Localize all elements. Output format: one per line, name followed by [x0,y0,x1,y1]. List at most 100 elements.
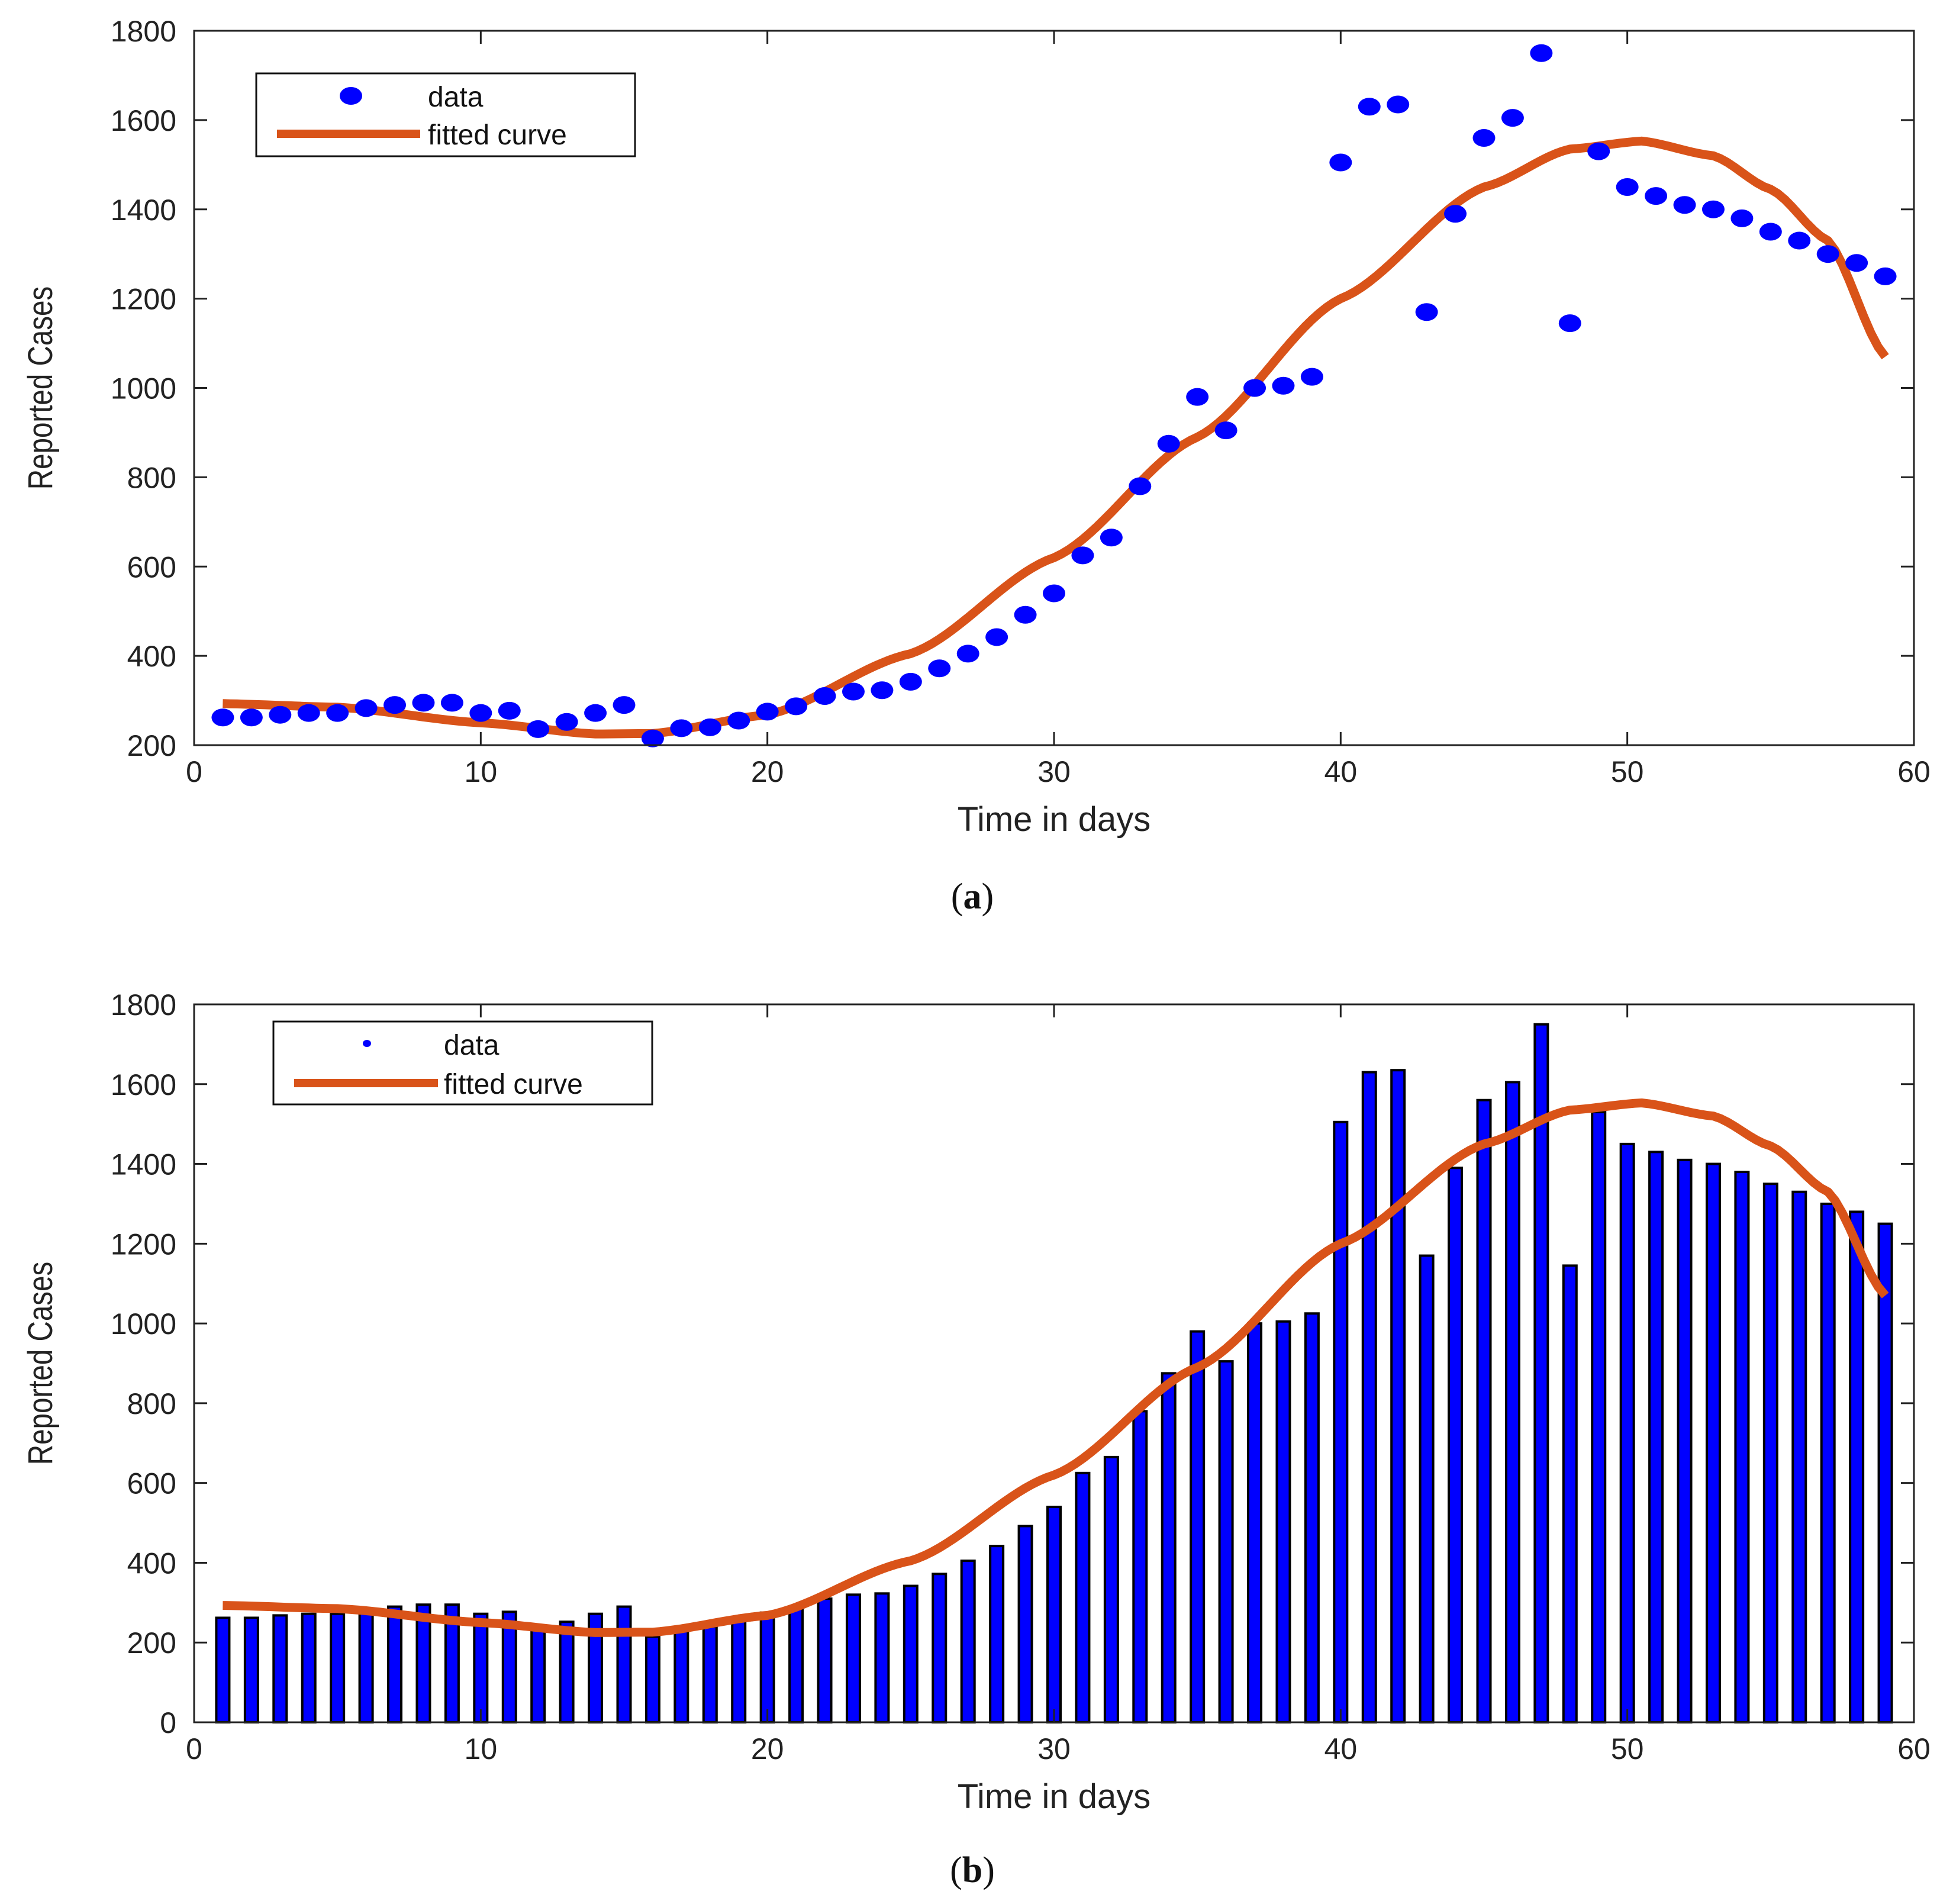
data-bar [1762,1183,1778,1723]
data-point [1788,231,1811,250]
data-point [613,696,636,714]
data-point [641,729,664,748]
x-tick-label: 10 [465,755,498,788]
data-bar [1849,1210,1865,1723]
data-point [1616,178,1639,196]
data-point [1014,605,1037,624]
data-point [1043,584,1065,603]
data-bar [1448,1167,1464,1723]
data-point [956,645,979,663]
data-point [985,628,1008,646]
x-tick-label: 0 [186,1732,202,1766]
data-point [1329,153,1352,172]
data-point [1530,44,1553,62]
panel-b-legend-data-label: data [444,1030,499,1061]
data-bar [1820,1202,1836,1723]
data-point [1816,245,1839,263]
panel-b-caption: (b) [950,1850,995,1890]
data-bar [1619,1142,1635,1723]
data-bar [215,1616,231,1724]
data-bar [616,1605,632,1724]
data-bar [358,1608,374,1724]
data-point [584,704,607,722]
data-point [1673,196,1696,214]
panel-a-legend-box [255,72,636,157]
panel-b-chart: 0 10 20 30 40 50 60020040060080010001200140016… [22,988,1931,1890]
data-bar [387,1605,403,1724]
panel-b-legend: data fitted curve [272,1020,653,1106]
x-tick-label: 50 [1611,1732,1644,1766]
data-point [899,672,922,691]
panel-a-x-axis-label: Time in days [958,800,1151,839]
data-bar [1390,1069,1406,1723]
data-bar [644,1635,660,1723]
data-point [440,694,463,712]
data-bar [1533,1023,1549,1723]
data-bar [1504,1081,1520,1723]
data-bar [788,1606,804,1724]
y-tick-label: 1000 [111,372,176,405]
y-tick-label: 200 [127,1626,176,1660]
panel-a-caption: (a) [951,877,994,917]
data-point [1730,209,1754,227]
data-point [1501,109,1524,127]
data-point [555,713,578,731]
data-point [1472,129,1496,147]
data-point [1701,200,1725,218]
panel-b-legend-data-marker [363,1040,371,1047]
data-bar [1591,1110,1607,1723]
data-bar [817,1597,833,1724]
panel-a-legend-fit-label: fitted curve [428,120,567,151]
data-bar [702,1625,718,1723]
data-bar [473,1612,489,1723]
data-point [1243,379,1266,397]
y-tick-label: 1600 [111,1068,176,1101]
x-tick-label: 40 [1324,755,1358,788]
data-point [240,708,263,727]
data-bar [1132,1410,1148,1724]
data-bar [1017,1525,1033,1724]
data-bar [1877,1222,1893,1723]
y-tick-label: 1000 [111,1307,176,1341]
data-point [297,704,320,722]
y-tick-label: 1600 [111,104,176,137]
data-bar [1161,1372,1177,1723]
data-point [269,705,292,724]
y-tick-label: 0 [160,1706,176,1739]
data-bar [1734,1171,1750,1723]
data-point [1100,529,1123,547]
x-tick-label: 60 [1897,1732,1931,1766]
data-point [1759,223,1782,241]
data-bar [1275,1320,1291,1724]
panel-b-legend-fit-label: fitted curve [444,1069,583,1100]
data-bar [903,1584,919,1724]
y-tick-label: 800 [127,461,176,494]
data-bar [1247,1322,1263,1723]
data-point [1645,187,1668,205]
y-tick-label: 1200 [111,283,176,316]
data-bar [243,1616,259,1724]
data-bar [845,1593,861,1723]
data-point [698,718,721,736]
data-point [727,711,750,730]
data-bar [874,1592,890,1724]
panel-a-legend-data-label: data [428,82,484,113]
data-point [1558,314,1581,333]
data-bar [1333,1120,1349,1723]
y-tick-label: 400 [127,640,176,673]
x-tick-label: 20 [751,1732,784,1766]
y-tick-label: 600 [127,550,176,584]
x-tick-label: 0 [186,755,202,788]
data-point [1444,205,1467,223]
data-bar [1075,1471,1091,1723]
y-tick-label: 1400 [111,1148,176,1181]
x-tick-label: 30 [1037,1732,1071,1766]
data-bar [1361,1071,1377,1723]
x-tick-label: 20 [751,755,784,788]
data-bar [1476,1098,1492,1723]
data-point [1874,267,1897,285]
data-point [1157,434,1180,453]
data-bar [559,1621,575,1723]
panel-b-ticks: 0 10 20 30 40 50 60020040060080010001200140016… [111,988,1931,1766]
data-point [871,681,894,700]
